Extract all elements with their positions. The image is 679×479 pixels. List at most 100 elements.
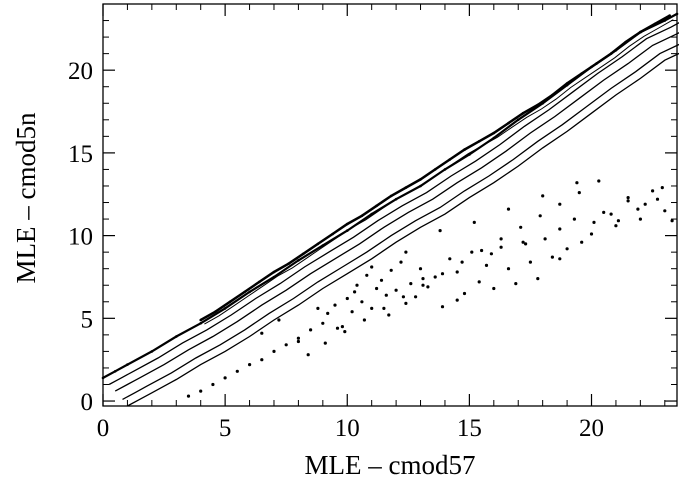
scatter-point	[346, 222, 349, 226]
scatter-point	[248, 363, 252, 367]
scatter-point	[463, 148, 466, 151]
scatter-point	[655, 197, 660, 201]
scatter-point	[614, 224, 618, 228]
scatter-point	[321, 321, 325, 325]
scatter-point	[353, 290, 357, 294]
scatter-points	[101, 12, 679, 398]
scatter-point	[394, 288, 398, 292]
scatter-point	[414, 295, 418, 299]
scatter-point	[214, 310, 217, 314]
scatter-point	[577, 191, 581, 195]
scatter-point	[235, 369, 239, 373]
scatter-point	[609, 212, 613, 216]
scatter-point	[614, 49, 618, 52]
scatter-point	[409, 282, 413, 286]
scatter-point	[175, 335, 178, 338]
scatter-point	[538, 214, 542, 218]
scatter-point	[455, 298, 459, 302]
scatter-point	[492, 131, 496, 135]
scatter-point	[331, 232, 334, 236]
scatter-point	[543, 237, 547, 241]
scatter-point	[287, 262, 290, 266]
scatter-point	[284, 343, 288, 347]
scatter-point	[199, 322, 202, 325]
scatter-point	[589, 232, 594, 236]
scatter-point	[346, 229, 349, 232]
scatter-point	[668, 14, 671, 17]
scatter-point	[551, 93, 554, 97]
scatter-point	[309, 328, 313, 332]
scatter-point	[418, 267, 423, 271]
contour-line-upper-inner	[204, 19, 674, 325]
scatter-point	[638, 217, 643, 221]
y-axis-title: MLE – cmod5n	[11, 112, 41, 283]
scatter-point	[316, 242, 320, 246]
scatter-point	[419, 184, 422, 188]
scatter-point	[382, 306, 386, 310]
scatter-point	[639, 30, 642, 34]
scatter-point	[375, 204, 378, 208]
scatter-point	[440, 305, 445, 309]
scatter-point	[306, 353, 310, 357]
scatter-point	[260, 331, 264, 335]
scatter-point	[477, 140, 481, 143]
scatter-point	[470, 250, 474, 254]
scatter-point	[260, 358, 264, 362]
scatter-point	[302, 252, 305, 256]
scatter-point	[580, 240, 584, 244]
scatter-point	[186, 394, 191, 398]
y-tick-label: 15	[68, 141, 93, 168]
scatter-point	[477, 280, 481, 284]
scatter-point	[499, 245, 503, 249]
scatter-point	[492, 286, 496, 291]
scatter-point	[399, 260, 403, 264]
scatter-point	[297, 259, 300, 262]
x-tick-label: 0	[97, 415, 110, 442]
scatter-point	[663, 209, 667, 213]
scatter-point	[433, 275, 437, 279]
scatter-point	[580, 72, 583, 75]
scatter-point	[394, 197, 398, 201]
scatter-point	[468, 153, 471, 156]
scatter-point	[211, 382, 215, 387]
scatter-point	[499, 237, 503, 241]
plot-border	[102, 3, 678, 407]
scatter-point	[248, 290, 251, 294]
scatter-point	[326, 311, 330, 315]
scatter-point	[404, 301, 408, 305]
scatter-point	[426, 285, 430, 289]
scatter-point	[333, 303, 337, 307]
contour-line-upper	[200, 14, 671, 322]
scatter-point	[660, 186, 664, 190]
scatter-point	[524, 242, 528, 246]
scatter-point	[541, 102, 544, 105]
scatter-point	[277, 318, 281, 322]
scatter-point	[636, 207, 640, 211]
scatter-point	[323, 341, 327, 345]
scatter-point	[455, 270, 459, 274]
y-tick-label: 5	[81, 306, 94, 333]
scatter-point	[316, 306, 320, 310]
scatter-point	[199, 318, 202, 322]
scatter-point	[101, 376, 105, 380]
scatter-point	[150, 350, 154, 353]
scatter-point	[228, 300, 232, 304]
scatter-point	[243, 290, 246, 294]
scatter-point	[199, 389, 203, 393]
scatter-point	[572, 217, 577, 221]
scatter-point	[389, 268, 393, 272]
x-tick-label: 15	[457, 415, 482, 442]
scatter-point	[404, 186, 408, 189]
scatter-point	[223, 307, 227, 310]
scatter-point	[360, 214, 364, 218]
scatter-point	[272, 270, 276, 274]
axis-ticks	[102, 4, 677, 406]
scatter-point	[362, 318, 366, 322]
x-tick-label: 5	[219, 415, 232, 442]
scatter-point	[440, 272, 445, 276]
scatter-point	[421, 277, 425, 281]
scatter-point	[350, 310, 354, 314]
scatter-point	[370, 306, 374, 310]
scatter-point	[595, 62, 598, 65]
